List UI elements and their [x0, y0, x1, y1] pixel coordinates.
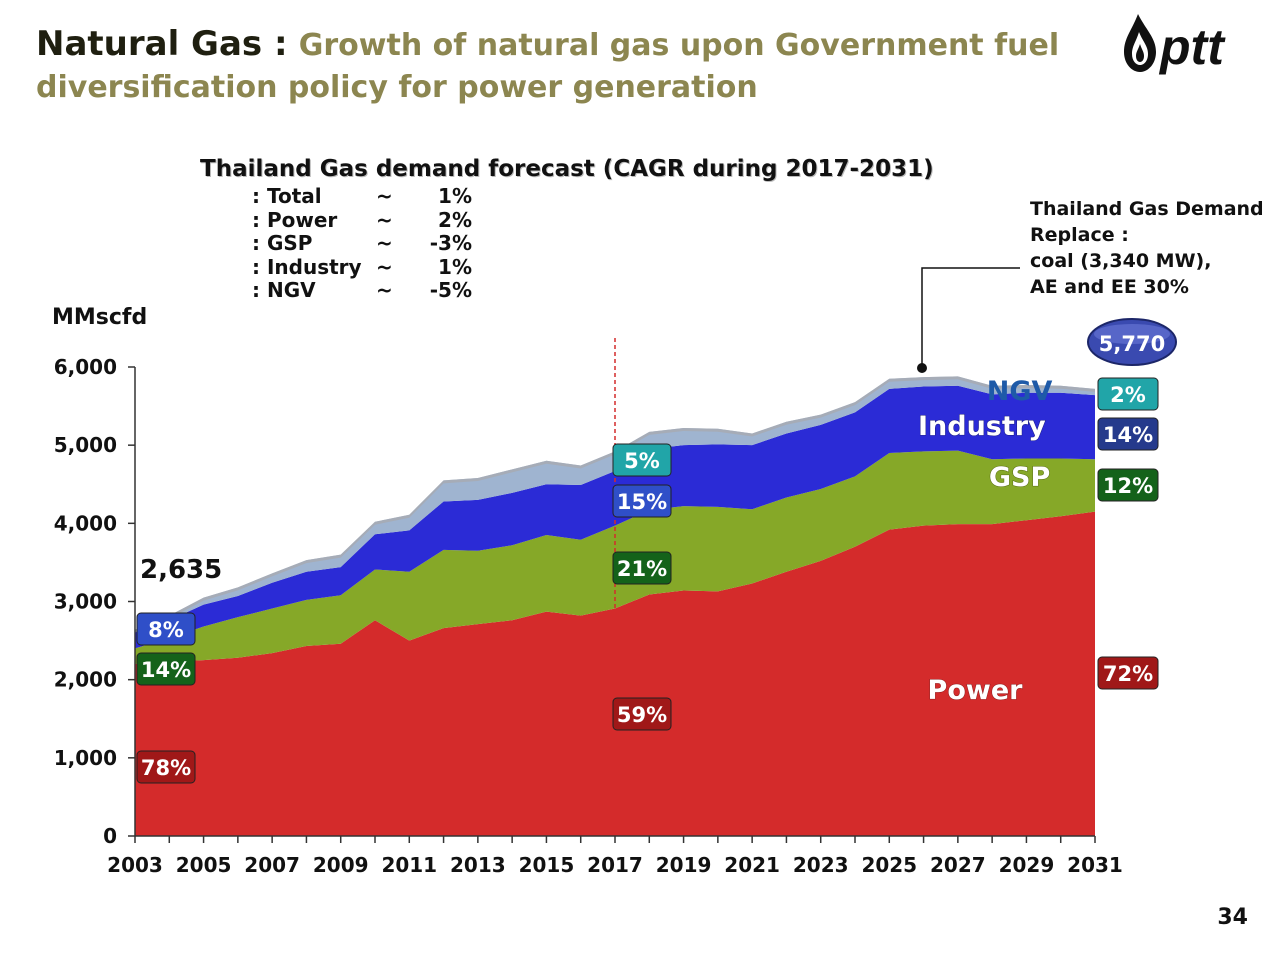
series-label-power: Power [928, 675, 1024, 706]
badge-2017-industry-text: 15% [617, 490, 667, 514]
flame-drop-icon: ptt [1124, 14, 1226, 75]
cagr-label: : Total [252, 184, 322, 208]
cagr-sep: ~ [376, 184, 393, 208]
badge-2017-ngv-text: 5% [624, 449, 660, 473]
badge-2017-gsp-text: 21% [617, 557, 667, 581]
cagr-row: : Total ~1% [252, 184, 492, 208]
x-tick-label: 2013 [450, 853, 506, 877]
y-tick-label: 3,000 [54, 590, 117, 614]
badge-2031-power: 72% [1097, 656, 1159, 690]
y-tick-label: 4,000 [54, 511, 117, 535]
badge-2017-power: 59% [612, 697, 672, 731]
cagr-row: : NGV ~ -5% [252, 278, 492, 302]
badge-2003-industry: 8% [136, 612, 196, 646]
area-power [135, 511, 1095, 836]
start-total-label: 2,635 [140, 555, 222, 585]
badge-2003-power: 78% [136, 750, 196, 784]
callout-line: coal (3,340 MW), [1030, 250, 1212, 272]
x-tick-label: 2025 [861, 853, 917, 877]
page-number: 34 [1217, 905, 1248, 930]
slide-title: Natural Gas : Growth of natural gas upon… [36, 24, 1076, 108]
badge-2003-power-text: 78% [141, 756, 191, 780]
badge-2003-gsp-text: 14% [141, 658, 191, 682]
x-tick-label: 2003 [107, 853, 163, 877]
callout-line: Replace : [1030, 224, 1129, 246]
badge-2031-industry: 14% [1097, 417, 1159, 451]
cagr-sep: ~ [376, 231, 393, 255]
ptt-logo: ptt [1118, 8, 1268, 78]
x-tick-label: 2021 [724, 853, 780, 877]
x-tick-label: 2011 [381, 853, 437, 877]
cagr-value: -5% [429, 278, 472, 302]
area-industry [135, 385, 1095, 649]
y-tick-label: 5,000 [54, 433, 117, 457]
x-tick-label: 2015 [519, 853, 575, 877]
cagr-value: 2% [438, 207, 472, 232]
x-tick-label: 2023 [793, 853, 849, 877]
callout-line: AE and EE 30% [1030, 276, 1189, 298]
badge-2003-gsp: 14% [136, 652, 196, 686]
callout-dot [917, 363, 927, 373]
cagr-label: : GSP [252, 231, 313, 255]
x-tick-label: 2007 [244, 853, 300, 877]
y-tick-label: 6,000 [54, 355, 117, 379]
x-tick-label: 2005 [176, 853, 232, 877]
series-label-ngv: NGV [987, 376, 1053, 407]
x-tick-label: 2009 [313, 853, 369, 877]
badge-2003-industry-text: 8% [148, 618, 184, 642]
x-tick-label: 2027 [930, 853, 986, 877]
badge-2031-ngv-text: 2% [1110, 383, 1146, 407]
x-tick-label: 2031 [1067, 853, 1123, 877]
cagr-value: 1% [438, 254, 472, 279]
cagr-list: : Total ~1% : Power ~2% : GSP ~ -3% : Industry ~… [252, 184, 492, 302]
badge-2017-gsp: 21% [612, 551, 672, 585]
x-tick-label: 2017 [587, 853, 643, 877]
badge-2031-industry-text: 14% [1103, 423, 1153, 447]
x-tick-label: 2029 [999, 853, 1055, 877]
forecast-heading: Thailand Gas demand forecast (CAGR durin… [200, 156, 934, 182]
y-tick-label: 1,000 [54, 746, 117, 770]
badge-2031-ngv: 2% [1097, 377, 1159, 411]
cagr-label: : Power [252, 207, 338, 232]
cagr-label: : NGV [252, 278, 316, 302]
cagr-sep: ~ [376, 254, 393, 279]
badge-2017-ngv: 5% [612, 443, 672, 477]
badge-2031-power-text: 72% [1103, 662, 1153, 686]
title-main: Natural Gas : [36, 24, 288, 64]
cagr-sep: ~ [376, 207, 393, 232]
title-subtitle: Growth of natural gas upon Government fu… [36, 28, 1060, 105]
callout-line: Thailand Gas Demand [1030, 198, 1264, 220]
callout-note: Thailand Gas Demand Replace : coal (3,340 … [1030, 196, 1275, 300]
logo-text: ptt [1158, 19, 1226, 75]
y-tick-label: 2,000 [54, 668, 117, 692]
series-label-gsp: GSP [989, 462, 1050, 493]
end-total-label: 5,770 [1099, 332, 1165, 356]
badge-2031-gsp: 12% [1097, 468, 1159, 502]
badge-2031-gsp-text: 12% [1103, 474, 1153, 498]
cagr-label: : Industry [252, 254, 362, 279]
cagr-row: : Power ~2% [252, 208, 492, 232]
series-label-industry: Industry [918, 411, 1046, 442]
cagr-value: 1% [438, 184, 472, 208]
badge-2017-industry: 15% [612, 484, 672, 518]
badge-2017-power-text: 59% [617, 703, 667, 727]
y-axis-label: MMscfd [52, 305, 147, 330]
end-total-highlight [1094, 324, 1170, 344]
y-tick-label: 0 [103, 824, 117, 848]
cagr-row: : Industry ~1% [252, 255, 492, 279]
cagr-row: : GSP ~ -3% [252, 231, 492, 255]
callout-leader [921, 267, 1020, 368]
x-tick-label: 2019 [656, 853, 712, 877]
cagr-sep: ~ [376, 278, 393, 302]
cagr-value: -3% [429, 231, 472, 255]
